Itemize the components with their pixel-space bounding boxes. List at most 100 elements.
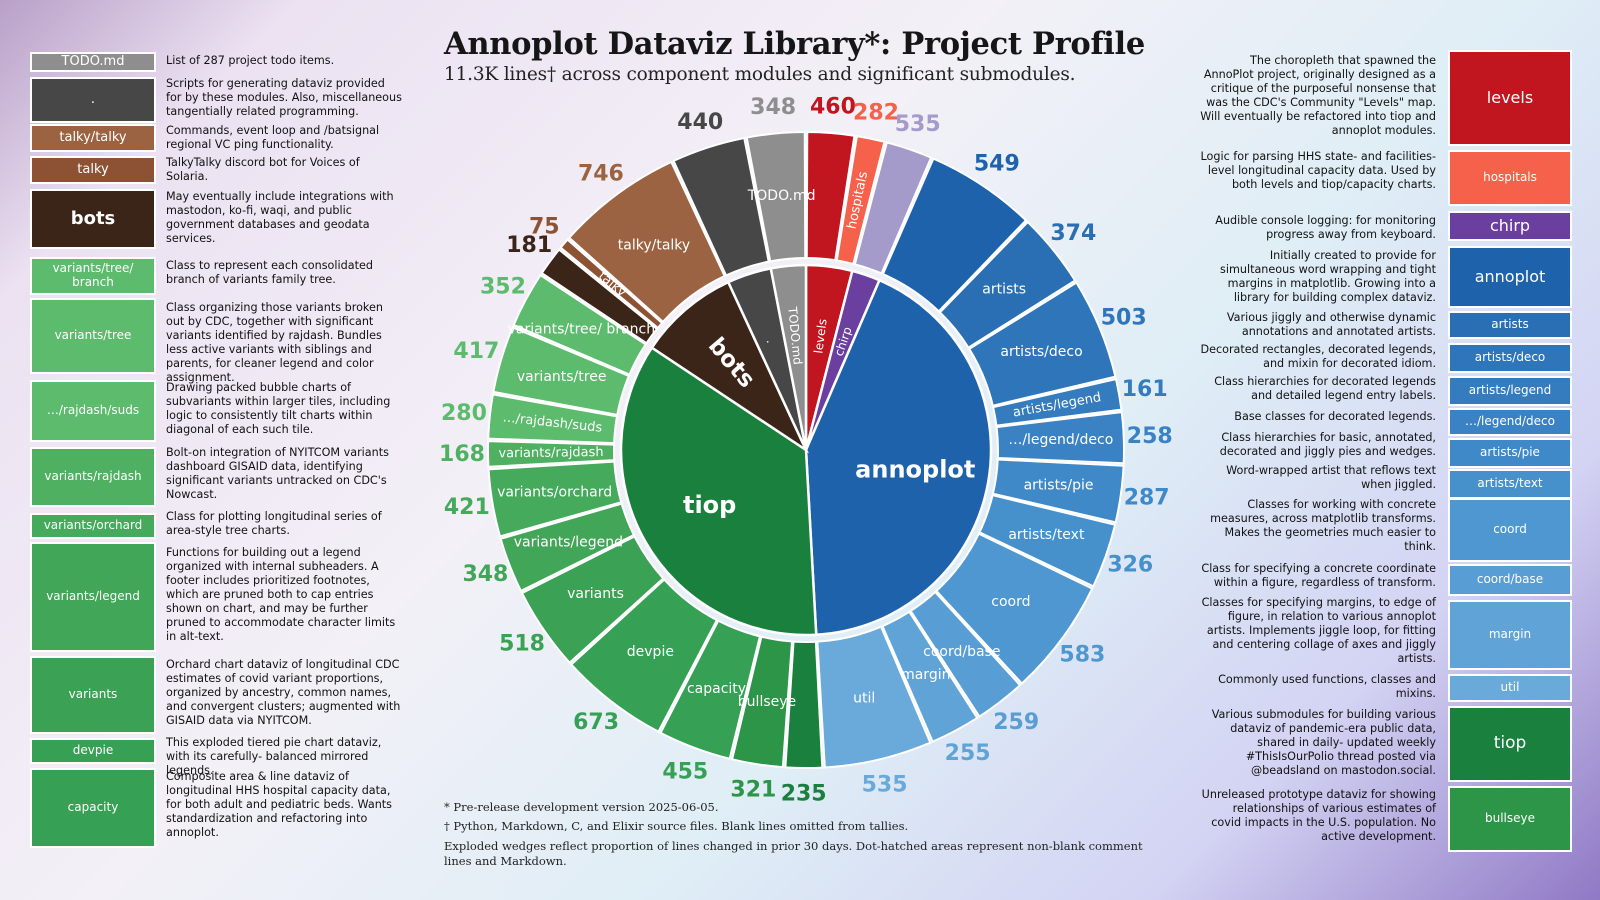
outer-wedge-bots: [540, 248, 659, 345]
outer-value-label: 417: [453, 339, 499, 364]
outer-wedge-talky-talky: [567, 160, 726, 324]
outer-value-label: 161: [1122, 377, 1168, 402]
outer-value-label: 352: [480, 275, 526, 300]
outer-value-label: 75: [529, 214, 560, 239]
outer-value-label: 535: [895, 112, 941, 137]
footnote-hatching: Exploded wedges reflect proportion of li…: [444, 839, 1143, 868]
outer-wedge-artists-pie: [991, 458, 1125, 524]
outer-label-todo-md: TODO.md: [747, 188, 816, 204]
outer-label-artists-deco: artists/deco: [1000, 344, 1082, 360]
right-legend-description: Various submodules for building various …: [1211, 708, 1436, 777]
outer-value-label: 255: [945, 741, 991, 766]
outer-label-variants-rajdash: variants/rajdash: [498, 445, 603, 461]
right-legend-swatch: annoplot: [1448, 246, 1572, 308]
outer-label-artists-text: artists/text: [1008, 527, 1085, 543]
left-legend-description: Composite area & line dataviz of longitu…: [166, 770, 393, 839]
left-legend-description: This exploded tiered pie chart dataviz, …: [166, 736, 382, 777]
outer-value-label: 746: [578, 161, 624, 186]
outer-value-label: 455: [662, 760, 708, 785]
outer-wedge-chirp: [853, 141, 933, 275]
inner-ring: [619, 263, 993, 637]
page-title: Annoplot Dataviz Library*: Project Profi…: [444, 26, 1145, 62]
outer-value-label: 535: [862, 772, 908, 797]
right-legend-description: Audible console logging: for monitoring …: [1215, 214, 1436, 241]
left-legend-description: Functions for building out a legend orga…: [166, 546, 396, 643]
inner-label-segment: .: [763, 337, 777, 345]
outer-value-label: 518: [499, 632, 545, 657]
right-legend-swatch: coord: [1448, 498, 1572, 562]
outer-value-label: 348: [462, 562, 508, 587]
left-legend-description: May eventually include integrations with…: [166, 190, 394, 245]
outer-wedge-rajdash-suds: [487, 393, 619, 445]
outer-value-label: 348: [750, 95, 796, 120]
right-legend-description: Initially created to provide for simulta…: [1220, 249, 1436, 304]
right-legend-swatch: hospitals: [1448, 150, 1572, 206]
left-legend-description: Class organizing those variants broken o…: [166, 301, 383, 384]
inner-wedge-tiop: [619, 345, 818, 637]
outer-wedge-variants-orchard: [487, 460, 623, 538]
right-legend-swatch: tiop: [1448, 706, 1572, 782]
left-legend-swatch: variants/tree/ branch: [30, 257, 156, 295]
left-legend-swatch: variants/rajdash: [30, 447, 156, 507]
outer-label-artists: artists: [982, 282, 1026, 298]
outer-value-label: 673: [573, 710, 619, 735]
left-legend-description: Scripts for generating dataviz provided …: [166, 77, 402, 118]
outer-wedge-segment: [672, 136, 770, 277]
outer-label-variants-tree: variants/tree: [517, 369, 607, 385]
outer-wedge-util: [816, 625, 932, 769]
outer-value-label: 235: [781, 781, 827, 806]
outer-wedge-hospitals: [835, 134, 886, 266]
outer-wedge-variants-rajdash: [487, 440, 616, 468]
right-legend-description: Class hierarchies for basic, annotated, …: [1219, 431, 1436, 458]
left-legend-description: TalkyTalky discord bot for Voices of Sol…: [166, 156, 360, 183]
right-legend-description: Word-wrapped artist that reflows text wh…: [1226, 464, 1436, 491]
outer-value-label: 583: [1059, 642, 1105, 667]
right-legend-swatch: artists/text: [1448, 469, 1572, 499]
right-legend-description: Classes for working with concrete measur…: [1210, 498, 1436, 553]
outer-wedge-annoplot: [881, 157, 1028, 313]
right-legend-swatch: bullseye: [1448, 786, 1572, 852]
left-legend-swatch: talky/talky: [30, 124, 156, 152]
right-legend-swatch: artists/deco: [1448, 343, 1572, 373]
left-legend-swatch: variants: [30, 656, 156, 734]
footnote-asterisk: * Pre-release development version 2025-0…: [444, 800, 719, 814]
outer-value-label: 326: [1107, 552, 1153, 577]
right-legend-description: Logic for parsing HHS state- and facilit…: [1200, 150, 1436, 191]
outer-wedge-devpie: [569, 578, 719, 734]
left-legend-description: Class to represent each consolidated bra…: [166, 259, 373, 286]
right-legend-swatch: margin: [1448, 600, 1572, 670]
outer-label-margin: margin: [901, 667, 950, 683]
outer-label-variants-orchard: variants/orchard: [497, 485, 612, 501]
left-legend-description: Commands, event loop and /batsignal regi…: [166, 124, 380, 151]
left-legend-swatch: variants/tree: [30, 298, 156, 374]
right-legend-description: Commonly used functions, classes and mix…: [1218, 673, 1436, 700]
inner-label-levels: levels: [811, 318, 829, 354]
outer-wedge-talky: [559, 238, 664, 330]
right-legend-swatch: artists/legend: [1448, 376, 1572, 406]
outer-value-label: 440: [677, 110, 723, 135]
right-legend-swatch: levels: [1448, 50, 1572, 146]
right-legend-swatch: chirp: [1448, 211, 1572, 241]
right-legend-description: Unreleased prototype dataviz for showing…: [1201, 788, 1436, 843]
page-subtitle: 11.3K lines† across component modules an…: [444, 64, 1076, 85]
outer-wedge-coord: [934, 532, 1094, 685]
outer-value-label: 421: [444, 495, 490, 520]
outer-wedge-artists-legend: [991, 377, 1123, 427]
outer-value-label: 258: [1127, 424, 1173, 449]
outer-label-coord: coord: [991, 594, 1030, 610]
left-legend-swatch: variants/orchard: [30, 513, 156, 539]
outer-value-label: 460: [810, 95, 856, 120]
outer-value-label: 259: [993, 710, 1039, 735]
outer-value-label: 287: [1124, 485, 1170, 510]
left-legend-description: Orchard chart dataviz of longitudinal CD…: [166, 658, 401, 727]
left-legend-swatch: devpie: [30, 738, 156, 764]
inner-label-tiop: tiop: [683, 491, 736, 519]
right-legend-description: The choropleth that spawned the AnnoPlot…: [1200, 54, 1436, 137]
outer-label-variants: variants: [567, 586, 624, 602]
outer-wedge-variants: [520, 535, 665, 665]
right-legend-description: Class for specifying a concrete coordina…: [1201, 562, 1436, 589]
outer-label-variants-tree-branch: variants/tree/ branch: [508, 321, 655, 337]
outer-wedge-variants-legend: [499, 502, 636, 593]
outer-label-util: util: [853, 690, 875, 706]
left-legend-swatch: variants/legend: [30, 542, 156, 652]
